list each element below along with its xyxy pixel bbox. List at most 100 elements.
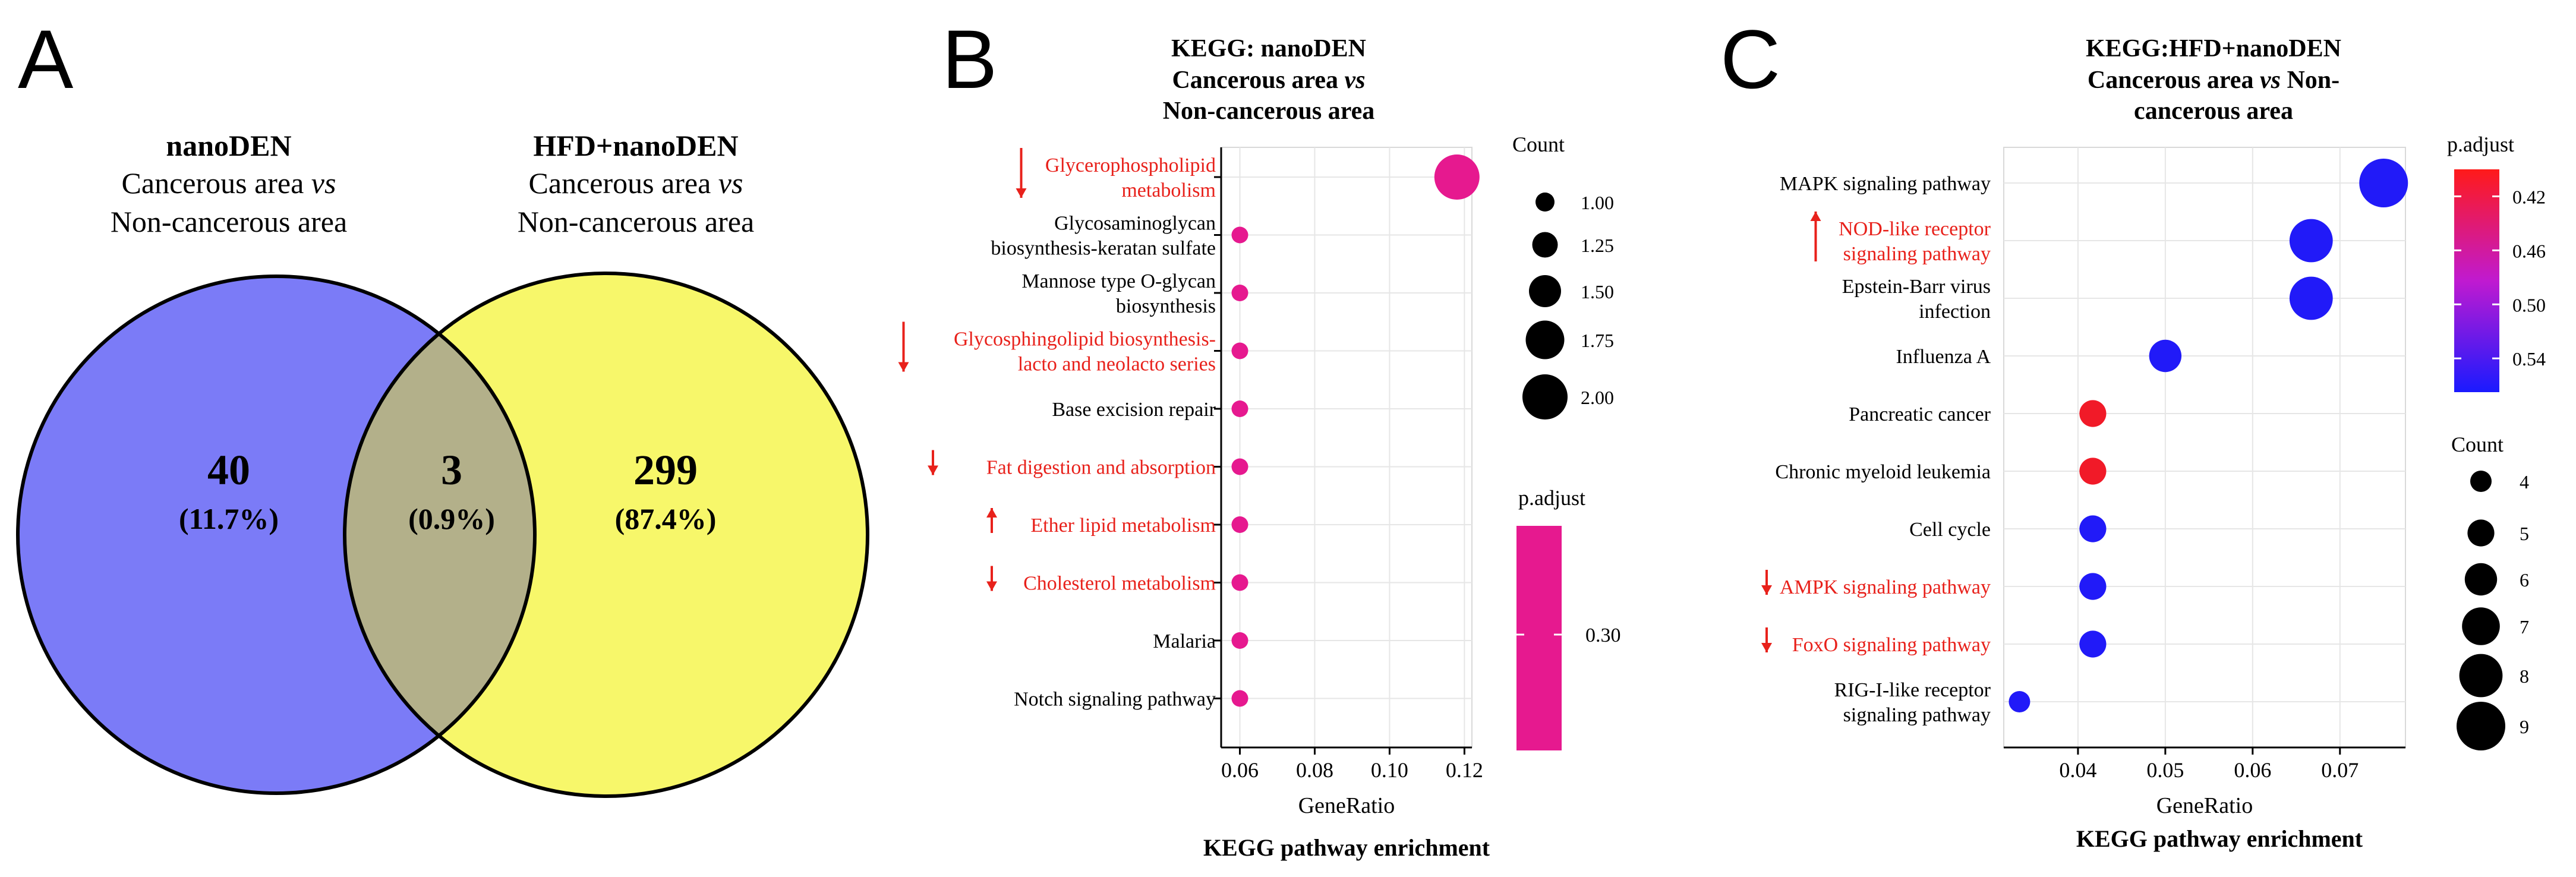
x-tick-label: 0.08: [1296, 758, 1333, 782]
c-size-legend: 4 5 6 7 8 9: [2457, 471, 2529, 750]
b-size-legend-title: Count: [1512, 133, 1565, 156]
category-label: infection: [1919, 301, 1991, 323]
category-label: Fat digestion and absorption: [986, 457, 1216, 479]
venn-overlap-count: 3: [441, 446, 462, 494]
category-label: AMPK signaling pathway: [1780, 576, 1991, 598]
x-tick-label: 0.06: [1221, 758, 1259, 782]
venn-overlap: [345, 276, 535, 793]
c-title-line-3: cancerous area: [2134, 97, 2293, 125]
category-label: Glycosaminoglycan: [1054, 213, 1216, 235]
size-legend-label: 6: [2520, 569, 2529, 591]
panel-letter-b: B: [942, 12, 997, 106]
category-label: Malaria: [1153, 630, 1216, 652]
venn-left-outline: [16, 275, 537, 795]
venn-right-pct: (87.4%): [615, 502, 717, 535]
size-legend-dot: [2467, 519, 2495, 547]
data-point: [2359, 159, 2408, 207]
category-label: NOD-like receptor: [1839, 218, 1991, 240]
color-legend-label: 0.54: [2512, 348, 2546, 370]
c-title-line-1: KEGG:HFD+nanoDEN: [2086, 35, 2341, 62]
data-point: [1434, 154, 1480, 200]
size-legend-label: 1.75: [1581, 330, 1614, 351]
b-size-legend: 1.00 1.25 1.50 1.75 2.00: [1522, 192, 1614, 419]
category-label: Pancreatic cancer: [1849, 403, 1991, 425]
venn-left-subtitle: Cancerous area vs: [122, 166, 336, 200]
category-label: Ether lipid metabolism: [1030, 515, 1216, 537]
category-label: MAPK signaling pathway: [1780, 173, 1991, 195]
c-points: [2009, 159, 2408, 712]
venn-left-pct: (11.7%): [179, 502, 279, 535]
size-legend-label: 4: [2520, 471, 2529, 493]
size-legend-dot: [2457, 702, 2505, 750]
category-label: RIG-I-like receptor: [1834, 679, 1991, 701]
size-legend-dot: [2462, 607, 2500, 645]
category-label: FoxO signaling pathway: [1792, 634, 1991, 656]
size-legend-label: 5: [2520, 523, 2529, 544]
arrow-head-icon: [1810, 212, 1821, 221]
b-color-bar: [1516, 526, 1562, 750]
arrow-head-icon: [928, 465, 938, 475]
c-color-bar: [2454, 169, 2499, 392]
data-point: [2149, 339, 2182, 373]
data-point: [2289, 276, 2333, 320]
data-point: [2009, 691, 2030, 712]
venn-left-count: 40: [207, 446, 250, 494]
b-category-labels: Glycerophospholipid metabolism Glycosamino…: [898, 148, 1216, 711]
data-point: [2079, 573, 2107, 600]
category-label: biosynthesis-keratan sulfate: [991, 238, 1216, 260]
data-point: [2079, 458, 2107, 485]
category-label: signaling pathway: [1843, 243, 1991, 265]
color-legend-label: 0.50: [2512, 294, 2546, 316]
data-point: [1231, 632, 1248, 649]
arrow-head-icon: [898, 362, 909, 372]
c-x-ticks: 0.04 0.05 0.06 0.07: [2059, 747, 2359, 782]
size-legend-dot: [1532, 232, 1558, 258]
b-title-line-3: Non-cancerous area: [1163, 97, 1375, 125]
c-gridlines: [2004, 147, 2405, 747]
venn-overlap-pct: (0.9%): [408, 502, 495, 535]
category-label: metabolism: [1121, 179, 1216, 201]
arrow-head-icon: [1761, 585, 1772, 595]
size-legend-dot: [1525, 320, 1565, 359]
size-legend-label: 1.00: [1581, 192, 1614, 213]
b-plot-area: [1221, 147, 1473, 748]
venn-left-title: nanoDEN: [166, 129, 291, 162]
category-label: Glycerophospholipid: [1045, 154, 1216, 176]
data-point: [1231, 458, 1248, 475]
venn-right-subtitle-2: Non-cancerous area: [518, 205, 754, 238]
venn-diagram: nanoDEN Cancerous area vs Non-cancerous …: [16, 129, 869, 798]
data-point: [1231, 342, 1248, 359]
color-legend-label: 0.42: [2512, 186, 2546, 207]
x-tick-label: 0.07: [2321, 758, 2359, 782]
size-legend-label: 9: [2520, 716, 2529, 737]
size-legend-label: 7: [2520, 616, 2529, 638]
c-caption: KEGG pathway enrichment: [2076, 825, 2363, 852]
size-legend-dot: [1529, 275, 1561, 307]
c-size-legend-title: Count: [2451, 433, 2504, 456]
size-legend-dot: [1522, 374, 1568, 419]
b-x-axis-title: GeneRatio: [1298, 793, 1395, 818]
c-x-axis-title: GeneRatio: [2156, 793, 2253, 818]
size-legend-label: 1.50: [1581, 281, 1614, 302]
size-legend-label: 2.00: [1581, 387, 1614, 408]
b-color-legend-title: p.adjust: [1518, 486, 1585, 510]
x-tick-label: 0.05: [2146, 758, 2184, 782]
data-point: [2079, 630, 2107, 658]
category-label: Notch signaling pathway: [1014, 689, 1216, 711]
c-color-legend-title: p.adjust: [2447, 133, 2514, 156]
data-point: [2079, 400, 2107, 427]
category-label: biosynthesis: [1116, 295, 1216, 317]
x-tick-label: 0.12: [1446, 758, 1483, 782]
b-caption: KEGG pathway enrichment: [1203, 834, 1490, 861]
arrow-head-icon: [986, 508, 997, 518]
category-label: Glycosphingolipid biosynthesis-: [954, 329, 1216, 351]
data-point: [1231, 516, 1248, 533]
venn-right-title: HFD+nanoDEN: [533, 129, 738, 162]
b-color-legend-label: 0.30: [1585, 624, 1621, 646]
b-title-line-2: Cancerous area vs: [1172, 67, 1365, 94]
size-legend-dot: [1535, 193, 1555, 212]
data-point: [2289, 219, 2333, 263]
arrow-head-icon: [986, 581, 997, 591]
c-title-line-2: Cancerous area vs Non-: [2088, 67, 2339, 94]
